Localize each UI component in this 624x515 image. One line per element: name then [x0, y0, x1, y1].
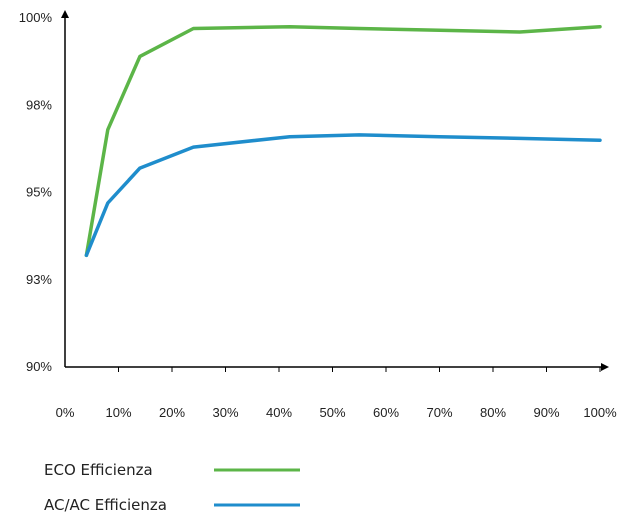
x-tick-label: 50% [319, 405, 345, 420]
x-tick-label: 10% [105, 405, 131, 420]
y-tick-label: 95% [26, 185, 52, 200]
x-tick-label: 80% [480, 405, 506, 420]
legend-label-1: ECO Efficienza [44, 461, 153, 479]
legend-label-2: AC/AC Efficienza [44, 496, 167, 514]
x-tick-label: 60% [373, 405, 399, 420]
y-axis-ticks: 100% 98% 95% 93% 90% [19, 10, 53, 374]
axes [61, 10, 609, 371]
x-tick-label: 100% [583, 405, 617, 420]
x-tick-label: 70% [426, 405, 452, 420]
series-line-2 [84, 133, 602, 258]
series-line-1 [84, 24, 602, 258]
y-axis-arrow [61, 10, 69, 18]
x-axis-arrow [601, 363, 609, 371]
legend: ECO Efficienza AC/AC Efficienza [44, 461, 300, 514]
x-tick-label: 90% [533, 405, 559, 420]
x-tick-label: 30% [212, 405, 238, 420]
y-tick-label: 93% [26, 272, 52, 287]
y-tick-label: 100% [19, 10, 53, 25]
x-tick-label: 40% [266, 405, 292, 420]
y-tick-label: 90% [26, 359, 52, 374]
series-lines [84, 24, 602, 258]
x-tick-label: 0% [56, 405, 75, 420]
x-axis-ticks: 0% 10% 20% 30% 40% 50% 60% 70% 80% 90% 100% [56, 367, 617, 420]
x-tick-label: 20% [159, 405, 185, 420]
y-tick-label: 98% [26, 97, 52, 112]
